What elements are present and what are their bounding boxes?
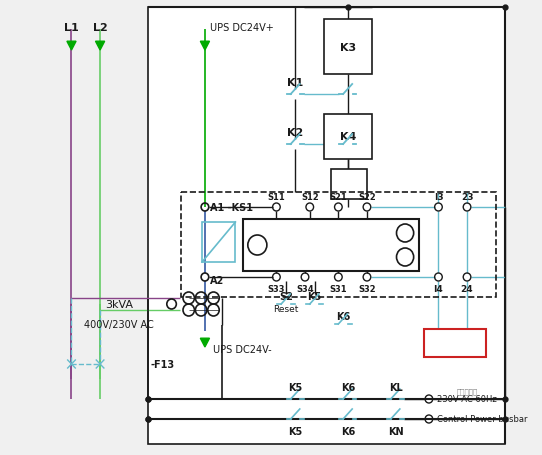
Text: -F13: -F13 <box>150 359 175 369</box>
Text: S33: S33 <box>268 285 285 294</box>
Text: UPS DC24V-: UPS DC24V- <box>212 344 271 354</box>
Bar <box>243 219 420 271</box>
Text: L1: L1 <box>64 23 79 33</box>
Text: S12: S12 <box>301 193 319 202</box>
Text: K6: K6 <box>341 382 355 392</box>
Text: S34: S34 <box>296 285 314 294</box>
Text: 24: 24 <box>461 285 473 294</box>
Text: S2: S2 <box>279 291 293 301</box>
Text: Control Power busbar: Control Power busbar <box>436 415 527 424</box>
Polygon shape <box>95 42 105 51</box>
Text: I4: I4 <box>434 285 443 294</box>
Text: 400V/230V AC: 400V/230V AC <box>84 319 154 329</box>
Bar <box>331 170 367 200</box>
Text: K6: K6 <box>341 426 355 436</box>
Text: S21: S21 <box>330 193 347 202</box>
Text: 电子技术控: 电子技术控 <box>456 388 478 394</box>
Text: 23: 23 <box>461 193 473 202</box>
Text: K5: K5 <box>433 338 449 348</box>
Text: K3: K3 <box>340 42 356 52</box>
Text: S32: S32 <box>358 285 376 294</box>
Text: K6: K6 <box>336 311 350 321</box>
Text: S31: S31 <box>330 285 347 294</box>
Polygon shape <box>67 42 76 51</box>
Text: A2: A2 <box>210 275 224 285</box>
Text: S22: S22 <box>358 193 376 202</box>
Polygon shape <box>201 339 210 347</box>
Bar <box>324 115 372 160</box>
Text: K5: K5 <box>288 426 302 436</box>
Bar <box>202 222 235 263</box>
Text: K5: K5 <box>288 382 302 392</box>
Text: K2: K2 <box>287 128 304 138</box>
Text: K5: K5 <box>307 291 321 301</box>
Text: 3kVA: 3kVA <box>105 299 133 309</box>
Text: KN: KN <box>388 426 403 436</box>
Text: A1 -KS1: A1 -KS1 <box>210 202 253 212</box>
Bar <box>181 192 495 298</box>
Text: 安全继电器: 安全继电器 <box>332 239 369 252</box>
Text: KL: KL <box>389 382 402 392</box>
Text: Reset: Reset <box>273 305 299 314</box>
Text: 230V AC 60Hz-: 230V AC 60Hz- <box>436 394 499 404</box>
Bar <box>148 8 505 444</box>
Text: I3: I3 <box>434 193 443 202</box>
Text: S11: S11 <box>268 193 285 202</box>
Text: K4: K4 <box>340 132 356 142</box>
Text: L2: L2 <box>93 23 107 33</box>
Text: UPS DC24V+: UPS DC24V+ <box>210 23 274 33</box>
Bar <box>324 20 372 75</box>
Text: K1: K1 <box>287 78 304 88</box>
Bar <box>424 329 486 357</box>
Text: K6: K6 <box>459 338 475 348</box>
Polygon shape <box>201 42 210 51</box>
